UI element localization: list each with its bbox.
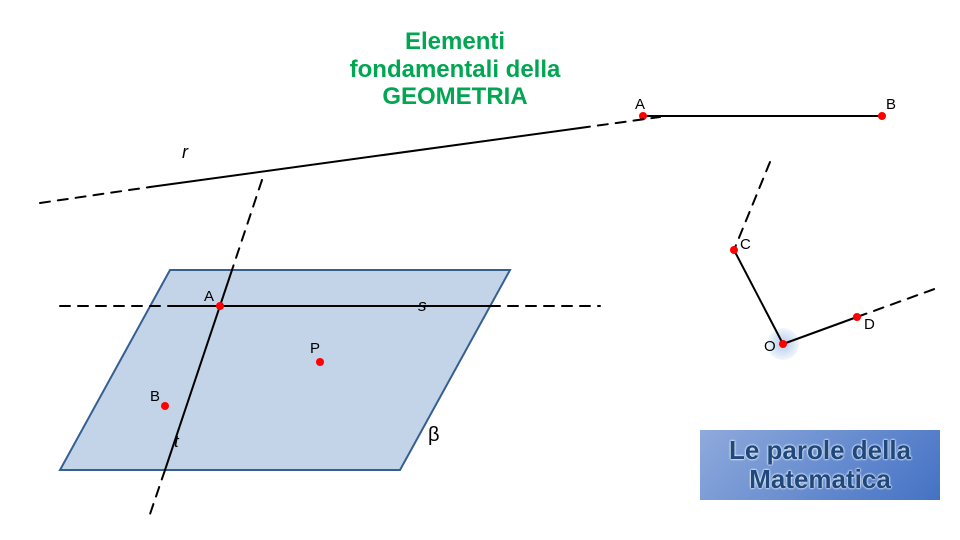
label-P: P xyxy=(310,340,320,357)
label-r: r xyxy=(182,142,188,163)
label-O: O xyxy=(764,338,776,355)
label-C: C xyxy=(740,236,751,253)
page-title: Elementifondamentali dellaGEOMETRIA xyxy=(330,28,580,111)
label-B: B xyxy=(150,388,160,405)
label-A: A xyxy=(204,288,214,305)
label-A: A xyxy=(635,96,645,113)
label-s: s xyxy=(418,296,427,316)
label-B: B xyxy=(886,96,896,113)
footer-box: Le parole dellaMatematica xyxy=(700,430,940,500)
label-D: D xyxy=(864,316,875,333)
label-t: t xyxy=(174,432,179,452)
label-β: β xyxy=(428,424,440,447)
